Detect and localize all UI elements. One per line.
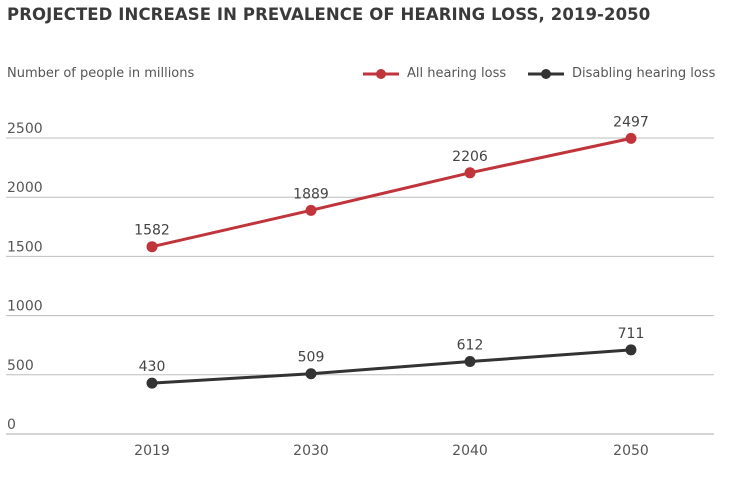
data-label-disabling-hearing-loss-2019: 430 (139, 359, 166, 375)
data-label-disabling-hearing-loss-2050: 711 (618, 326, 645, 342)
legend-swatch-disabling-hearing-loss (528, 68, 564, 79)
legend-swatch-all-hearing-loss (363, 68, 399, 79)
y-tick-label-2000: 2000 (7, 180, 43, 196)
data-label-disabling-hearing-loss-2040: 612 (457, 338, 484, 354)
data-point-all-hearing-loss-2050 (625, 132, 637, 144)
data-point-disabling-hearing-loss-2050 (625, 344, 637, 356)
legend-label-all-hearing-loss: All hearing loss (407, 66, 507, 81)
data-point-all-hearing-loss-2019 (146, 241, 158, 253)
series-line-all-hearing-loss (151, 136, 632, 249)
data-label-all-hearing-loss-2040: 2206 (452, 149, 488, 165)
chart-title: PROJECTED INCREASE IN PREVALENCE OF HEAR… (7, 5, 651, 24)
data-label-disabling-hearing-loss-2030: 509 (298, 350, 325, 366)
data-label-all-hearing-loss-2050: 2497 (613, 114, 649, 130)
data-point-all-hearing-loss-2040 (464, 167, 476, 179)
x-tick-label-2050: 2050 (613, 443, 649, 459)
y-tick-label-500: 500 (7, 358, 34, 374)
y-tick-label-0: 0 (7, 417, 16, 433)
data-point-disabling-hearing-loss-2040 (464, 356, 476, 368)
data-point-disabling-hearing-loss-2030 (305, 368, 317, 380)
y-tick-label-1500: 1500 (7, 239, 43, 255)
data-label-all-hearing-loss-2019: 1582 (134, 223, 170, 239)
x-tick-label-2030: 2030 (293, 443, 329, 459)
x-tick-label-2019: 2019 (134, 443, 170, 459)
data-point-all-hearing-loss-2030 (305, 204, 317, 216)
data-label-all-hearing-loss-2030: 1889 (293, 186, 329, 202)
y-axis-label: Number of people in millions (7, 66, 195, 81)
y-tick-label-1000: 1000 (7, 299, 43, 315)
legend-item-disabling-hearing-loss: Disabling hearing loss (526, 66, 715, 81)
data-point-disabling-hearing-loss-2019 (146, 377, 158, 389)
y-tick-label-2500: 2500 (7, 121, 43, 137)
legend-item-all-hearing-loss: All hearing loss (361, 66, 506, 81)
legend-label-disabling-hearing-loss: Disabling hearing loss (572, 66, 716, 81)
series-line-disabling-hearing-loss (151, 348, 632, 385)
x-tick-label-2040: 2040 (452, 443, 488, 459)
